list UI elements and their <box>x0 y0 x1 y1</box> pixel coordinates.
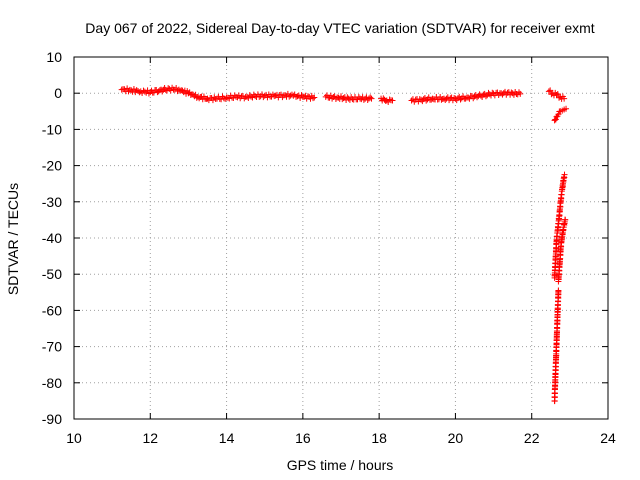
data-point-trace <box>456 93 463 100</box>
data-point-trace <box>331 93 338 100</box>
data-point-trace <box>382 97 389 104</box>
data-point-trace <box>561 222 568 229</box>
y-tick-label: -60 <box>42 302 62 318</box>
data-point-trace <box>203 95 210 102</box>
data-point-trace <box>264 94 271 101</box>
data-point-trace <box>136 89 143 96</box>
data-point-trace <box>555 288 562 295</box>
data-point-trace <box>141 88 148 95</box>
data-point-trace <box>554 113 561 120</box>
data-point-trace <box>327 92 334 99</box>
data-point-trace <box>561 174 568 181</box>
x-tick-label: 20 <box>448 430 464 446</box>
x-tick-label: 12 <box>142 430 158 446</box>
data-point-trace <box>562 216 569 223</box>
data-point-trace <box>365 95 372 102</box>
data-points <box>118 84 570 405</box>
data-point-trace <box>556 94 563 101</box>
data-point-trace <box>258 91 265 98</box>
data-point-trace <box>167 87 174 94</box>
y-tick-label: -10 <box>42 121 62 137</box>
data-point-trace <box>335 94 342 101</box>
data-point-trace <box>287 92 294 99</box>
data-point-trace <box>560 226 567 233</box>
data-point-trace <box>307 95 314 102</box>
data-point-trace <box>516 89 522 96</box>
data-point-trace <box>154 89 161 96</box>
x-tick-label: 24 <box>600 430 616 446</box>
data-point-trace <box>559 183 566 190</box>
data-point-trace <box>388 97 395 104</box>
data-point-trace <box>423 97 430 104</box>
data-point-trace <box>173 85 180 92</box>
data-point-trace <box>230 94 237 101</box>
data-point <box>563 105 570 112</box>
axis-ticks: 10 12 14 16 18 20 22 24 10 0 -10 -20 -30 -40 -50 -60 -70… <box>42 49 616 446</box>
y-tick-label: -90 <box>42 411 62 427</box>
data-point <box>322 93 329 100</box>
data-point-trace <box>552 89 559 96</box>
data-point-trace <box>235 92 242 99</box>
data-point-trace <box>183 90 190 97</box>
chart-title: Day 067 of 2022, Sidereal Day-to-day VTE… <box>85 20 594 36</box>
data-point-trace <box>482 93 489 100</box>
data-point-trace <box>130 86 137 93</box>
y-tick-label: 10 <box>46 49 62 65</box>
y-tick-label: 0 <box>54 85 62 101</box>
data-point-trace <box>556 108 563 115</box>
data-point-trace <box>559 235 566 242</box>
grid-lines <box>74 57 608 419</box>
x-tick-label: 16 <box>295 430 311 446</box>
data-point <box>429 95 436 102</box>
data-point-trace <box>192 91 199 98</box>
data-point-trace <box>297 94 304 101</box>
data-point-trace <box>457 96 464 103</box>
data-point-trace <box>135 87 142 94</box>
data-point-trace <box>249 94 256 101</box>
data-point-trace <box>554 91 561 98</box>
data-point-trace <box>465 94 472 101</box>
data-point-trace <box>552 116 559 123</box>
data-point-trace <box>477 92 484 99</box>
data-point-trace <box>124 85 131 92</box>
data-point-trace <box>381 96 388 103</box>
data-point <box>551 117 558 124</box>
y-tick-label: -40 <box>42 230 62 246</box>
y-tick-label: -20 <box>42 158 62 174</box>
x-tick-label: 14 <box>219 430 235 446</box>
data-point <box>233 93 240 100</box>
data-point-trace <box>421 95 428 102</box>
data-point-trace <box>145 90 152 97</box>
data-point-trace <box>293 93 300 100</box>
data-point <box>545 88 552 95</box>
x-tick-label: 10 <box>66 430 82 446</box>
y-tick-label: -70 <box>42 339 62 355</box>
data-point <box>486 91 493 98</box>
data-point-trace <box>547 87 554 94</box>
data-point-trace <box>367 94 374 101</box>
data-point-trace <box>310 95 317 102</box>
data-point-trace <box>209 97 216 104</box>
data-point-trace <box>550 92 557 99</box>
data-point <box>408 97 415 104</box>
x-tick-label: 18 <box>371 430 387 446</box>
data-point-trace <box>474 94 481 101</box>
data-point-trace <box>548 91 555 98</box>
data-point-trace <box>386 96 393 103</box>
data-point-trace <box>559 93 566 100</box>
y-axis-label: SDTVAR / TECUs <box>5 183 21 295</box>
x-tick-label: 22 <box>524 430 540 446</box>
y-tick-label: -30 <box>42 194 62 210</box>
y-tick-label: -50 <box>42 266 62 282</box>
y-tick-label: -80 <box>42 375 62 391</box>
x-axis-label: GPS time / hours <box>287 457 394 473</box>
